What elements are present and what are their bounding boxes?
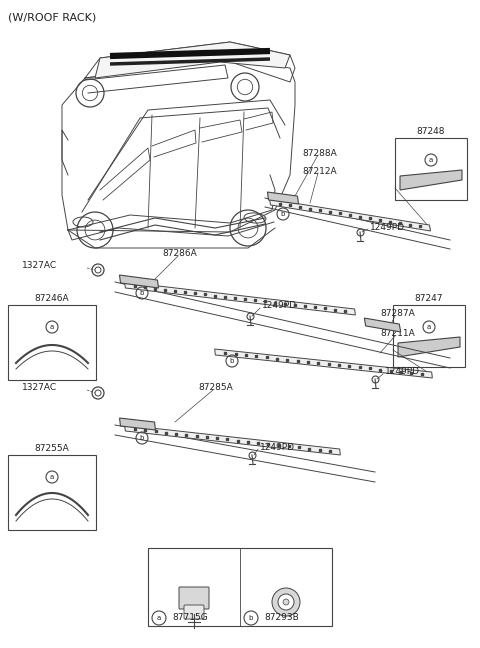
Text: 1249PD: 1249PD (260, 443, 295, 452)
Text: 87246A: 87246A (35, 294, 69, 303)
Text: 1249PD: 1249PD (370, 222, 405, 231)
Text: 87293B: 87293B (264, 614, 299, 623)
Text: b: b (230, 358, 234, 364)
Text: a: a (429, 157, 433, 163)
Text: 87286A: 87286A (162, 248, 197, 257)
Polygon shape (120, 418, 156, 430)
Text: a: a (50, 324, 54, 330)
Polygon shape (120, 275, 158, 288)
Polygon shape (95, 42, 290, 78)
FancyBboxPatch shape (8, 455, 96, 530)
Circle shape (272, 588, 300, 616)
Text: a: a (157, 615, 161, 621)
FancyBboxPatch shape (8, 305, 96, 380)
Text: 87212A: 87212A (302, 167, 336, 176)
Polygon shape (125, 282, 355, 315)
FancyBboxPatch shape (393, 305, 465, 367)
Text: 87211A: 87211A (380, 329, 415, 338)
Text: a: a (427, 324, 431, 330)
Text: 87255A: 87255A (35, 444, 70, 453)
Text: b: b (249, 615, 253, 621)
Text: b: b (140, 290, 144, 296)
Text: 87247: 87247 (415, 294, 443, 303)
Polygon shape (267, 192, 299, 204)
Text: 87248: 87248 (417, 127, 445, 136)
Polygon shape (398, 337, 460, 357)
Polygon shape (125, 425, 340, 455)
Polygon shape (269, 199, 431, 231)
Text: 87287A: 87287A (380, 308, 415, 318)
FancyBboxPatch shape (148, 548, 332, 626)
Circle shape (278, 594, 294, 610)
Text: 1327AC: 1327AC (22, 384, 57, 393)
Text: b: b (281, 211, 285, 217)
Ellipse shape (244, 213, 266, 223)
Polygon shape (215, 349, 432, 378)
Polygon shape (400, 170, 462, 190)
Text: 1249PD: 1249PD (262, 301, 297, 310)
Text: a: a (50, 474, 54, 480)
Text: b: b (140, 435, 144, 441)
FancyBboxPatch shape (179, 587, 209, 609)
Text: 1249PD: 1249PD (385, 367, 420, 376)
Text: 87715G: 87715G (172, 614, 208, 623)
Text: 1327AC: 1327AC (22, 260, 57, 270)
FancyBboxPatch shape (184, 605, 204, 619)
FancyBboxPatch shape (395, 138, 467, 200)
Text: 87288A: 87288A (302, 148, 337, 157)
Polygon shape (364, 318, 401, 332)
Text: 87285A: 87285A (198, 384, 233, 393)
Circle shape (283, 599, 289, 605)
Ellipse shape (73, 217, 93, 227)
Text: (W/ROOF RACK): (W/ROOF RACK) (8, 12, 96, 22)
